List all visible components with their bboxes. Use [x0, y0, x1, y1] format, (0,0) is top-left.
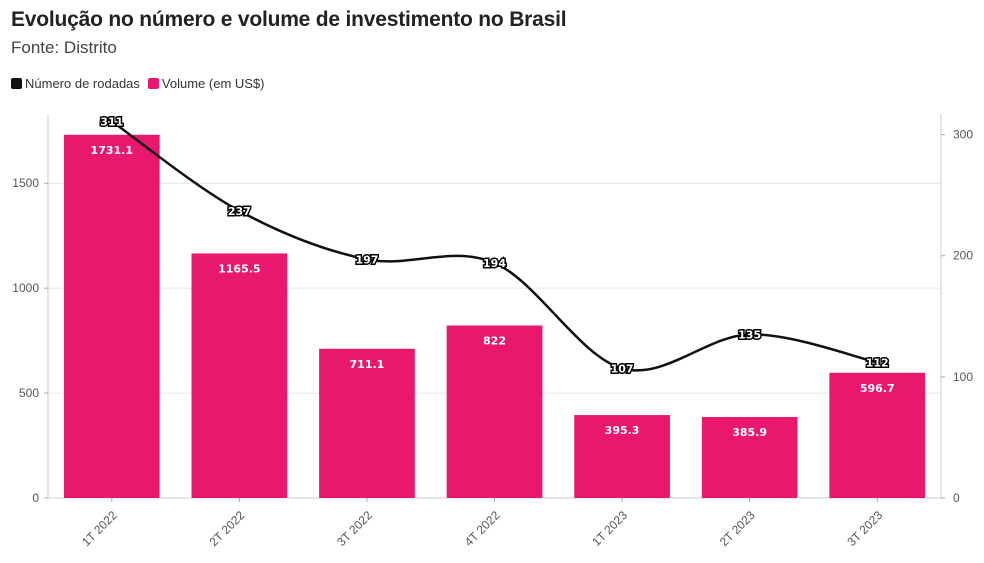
bar-value-label: 1165.5 — [218, 262, 260, 275]
x-tick-label: 3T 2022 — [334, 508, 375, 549]
bar — [446, 325, 543, 498]
bar-value-label: 822 — [483, 335, 506, 348]
x-tick-label: 3T 2023 — [844, 508, 885, 549]
bar — [574, 415, 670, 498]
bar-value-label: 596.7 — [860, 382, 895, 395]
legend-item-volume: Volume (em US$) — [147, 76, 265, 91]
line-point-label: 194 — [483, 257, 506, 270]
line-point-label: 237 — [228, 205, 251, 218]
line-point-label: 197 — [355, 253, 378, 266]
bar-value-label: 395.3 — [605, 424, 640, 437]
y-right-tick-label: 0 — [953, 491, 960, 505]
line-point-label: 112 — [866, 356, 889, 369]
line-point-label: 311 — [100, 115, 123, 128]
bar-value-label: 711.1 — [350, 358, 385, 371]
series-line-rodadas — [111, 120, 878, 372]
chart-title: Evolução no número e volume de investime… — [11, 8, 567, 31]
legend-swatch-volume — [147, 78, 159, 89]
chart-subtitle: Fonte: Distrito — [11, 38, 117, 57]
bar — [829, 372, 926, 498]
bar — [701, 417, 798, 498]
line-point-label: 107 — [611, 362, 634, 375]
bar — [63, 134, 160, 498]
bar — [191, 253, 288, 498]
bar — [319, 348, 415, 498]
y-right-tick-label: 200 — [953, 249, 973, 263]
y-left-tick-label: 1000 — [12, 281, 39, 295]
y-left-tick-label: 500 — [19, 386, 39, 400]
y-right-tick-label: 300 — [953, 128, 973, 142]
x-tick-label: 2T 2023 — [717, 508, 758, 549]
bar-value-label: 1731.1 — [91, 144, 133, 157]
y-left-tick-label: 0 — [32, 491, 39, 505]
x-tick-label: 2T 2022 — [207, 508, 248, 549]
legend-swatch-rodadas — [11, 78, 22, 89]
legend-item-rodadas: Número de rodadas — [11, 76, 140, 91]
x-tick-label: 1T 2022 — [79, 508, 120, 549]
x-tick-label: 1T 2023 — [589, 508, 630, 549]
legend: Número de rodadas Volume (em US$) — [11, 76, 273, 91]
legend-label-rodadas: Número de rodadas — [25, 76, 140, 91]
y-right-tick-label: 100 — [953, 370, 973, 384]
y-left-tick-label: 1500 — [12, 176, 39, 190]
legend-label-volume: Volume (em US$) — [161, 76, 265, 91]
line-point-label: 135 — [738, 328, 761, 341]
bar-value-label: 385.9 — [732, 426, 767, 439]
x-tick-label: 4T 2022 — [462, 508, 503, 549]
